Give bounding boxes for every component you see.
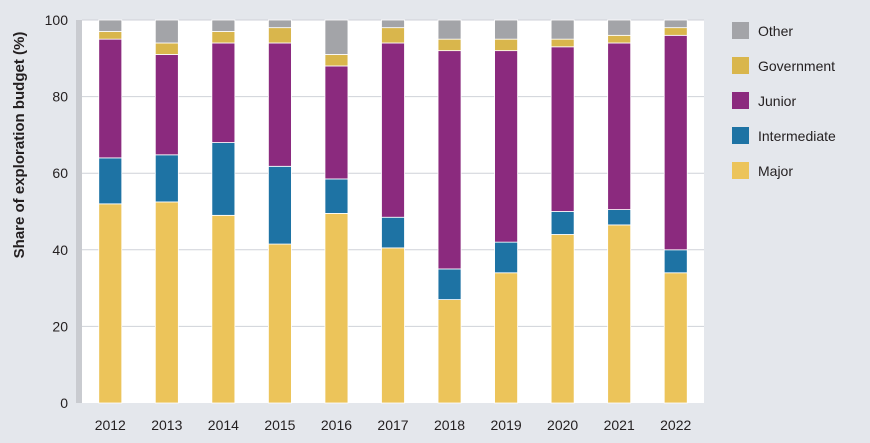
bar-segment-intermediate-2012 [98, 157, 123, 205]
bar-segment-major-2022 [663, 272, 688, 404]
bar-segment-intermediate-2020 [550, 211, 575, 235]
legend-swatch-other [732, 22, 749, 39]
bar-segment-other-2021 [607, 19, 632, 36]
legend-swatch-government [732, 57, 749, 74]
bar-segment-junior-2017 [381, 42, 405, 218]
bar-segment-intermediate-2016 [324, 178, 349, 214]
bar-segment-other-2018 [437, 19, 462, 40]
bar-segment-other-2019 [494, 19, 518, 40]
bar-segment-intermediate-2017 [381, 216, 405, 249]
x-tick-label: 2017 [377, 417, 408, 433]
bar-segment-junior-2020 [550, 46, 575, 212]
y-tick-labels: 0 20 40 60 80 100 [45, 12, 69, 411]
bar-segment-junior-2012 [98, 38, 123, 159]
bar-segment-major-2017 [381, 247, 405, 404]
bar-segment-major-2018 [437, 299, 462, 404]
bar-segment-junior-2013 [154, 54, 179, 156]
bar-segment-intermediate-2018 [437, 268, 462, 300]
bar-segment-intermediate-2015 [268, 165, 292, 245]
bar-segment-government-2016 [324, 54, 349, 67]
x-tick-label: 2014 [208, 417, 239, 433]
x-tick-label: 2021 [604, 417, 635, 433]
y-tick-label: 100 [45, 12, 69, 28]
bar-segment-major-2012 [98, 203, 123, 404]
bar-segment-other-2012 [98, 19, 123, 32]
bar-segment-other-2016 [324, 19, 349, 55]
bar-segment-junior-2019 [494, 50, 518, 243]
legend-label-government: Government [758, 58, 835, 74]
bar-segment-major-2021 [607, 224, 632, 404]
bar-segment-major-2016 [324, 213, 349, 404]
x-tick-label: 2012 [95, 417, 126, 433]
bar-segment-government-2013 [154, 42, 179, 55]
bar-segment-other-2017 [381, 19, 405, 29]
bar-segment-other-2022 [663, 19, 688, 29]
y-tick-label: 40 [52, 242, 68, 258]
y-tick-label: 60 [52, 165, 68, 181]
x-tick-label: 2019 [491, 417, 522, 433]
bar-segment-government-2014 [211, 31, 236, 44]
bar-segment-major-2015 [268, 243, 292, 404]
x-tick-label: 2016 [321, 417, 352, 433]
bar-segment-intermediate-2021 [607, 209, 632, 226]
legend: Other Government Junior Intermediate Major [732, 22, 836, 179]
bar-segment-intermediate-2013 [154, 154, 179, 203]
legend-label-intermediate: Intermediate [758, 128, 836, 144]
x-tick-labels: 2012 2013 2014 2015 2016 2017 2018 2019 2020 2021… [95, 417, 692, 433]
bar-segment-government-2022 [663, 27, 688, 36]
legend-swatch-intermediate [732, 127, 749, 144]
bar-segment-government-2020 [550, 38, 575, 48]
bar-segment-government-2012 [98, 31, 123, 40]
bar-segment-major-2019 [494, 272, 518, 404]
legend-label-junior: Junior [758, 93, 796, 109]
bar-segment-junior-2022 [663, 34, 688, 251]
bar-segment-other-2015 [268, 19, 292, 29]
bar-segment-other-2013 [154, 19, 179, 44]
legend-swatch-junior [732, 92, 749, 109]
y-axis-label: Share of exploration budget (%) [11, 32, 28, 259]
bar-segment-government-2018 [437, 38, 462, 52]
legend-label-other: Other [758, 23, 793, 39]
bars-group [98, 19, 688, 404]
bar-segment-major-2020 [550, 234, 575, 404]
bar-segment-major-2013 [154, 201, 179, 404]
y-tick-label: 0 [60, 395, 68, 411]
bar-segment-junior-2014 [211, 42, 236, 143]
bar-segment-other-2014 [211, 19, 236, 32]
bar-segment-intermediate-2014 [211, 142, 236, 216]
x-tick-label: 2020 [547, 417, 578, 433]
bar-segment-government-2019 [494, 38, 518, 52]
bar-segment-major-2014 [211, 214, 236, 404]
bar-segment-government-2017 [381, 27, 405, 44]
bar-segment-intermediate-2019 [494, 241, 518, 274]
legend-label-major: Major [758, 163, 793, 179]
bar-segment-junior-2018 [437, 50, 462, 270]
x-tick-label: 2015 [264, 417, 295, 433]
bar-segment-junior-2021 [607, 42, 632, 210]
legend-swatch-major [732, 162, 749, 179]
bar-segment-government-2021 [607, 34, 632, 44]
bar-segment-junior-2016 [324, 65, 349, 180]
y-tick-label: 80 [52, 89, 68, 105]
bar-segment-intermediate-2022 [663, 249, 688, 274]
x-tick-label: 2022 [660, 417, 691, 433]
y-tick-label: 20 [52, 318, 68, 334]
y-axis-bar [76, 20, 82, 403]
bar-segment-government-2015 [268, 27, 292, 44]
x-tick-label: 2018 [434, 417, 465, 433]
x-tick-label: 2013 [151, 417, 182, 433]
bar-segment-other-2020 [550, 19, 575, 40]
bar-segment-junior-2015 [268, 42, 292, 167]
